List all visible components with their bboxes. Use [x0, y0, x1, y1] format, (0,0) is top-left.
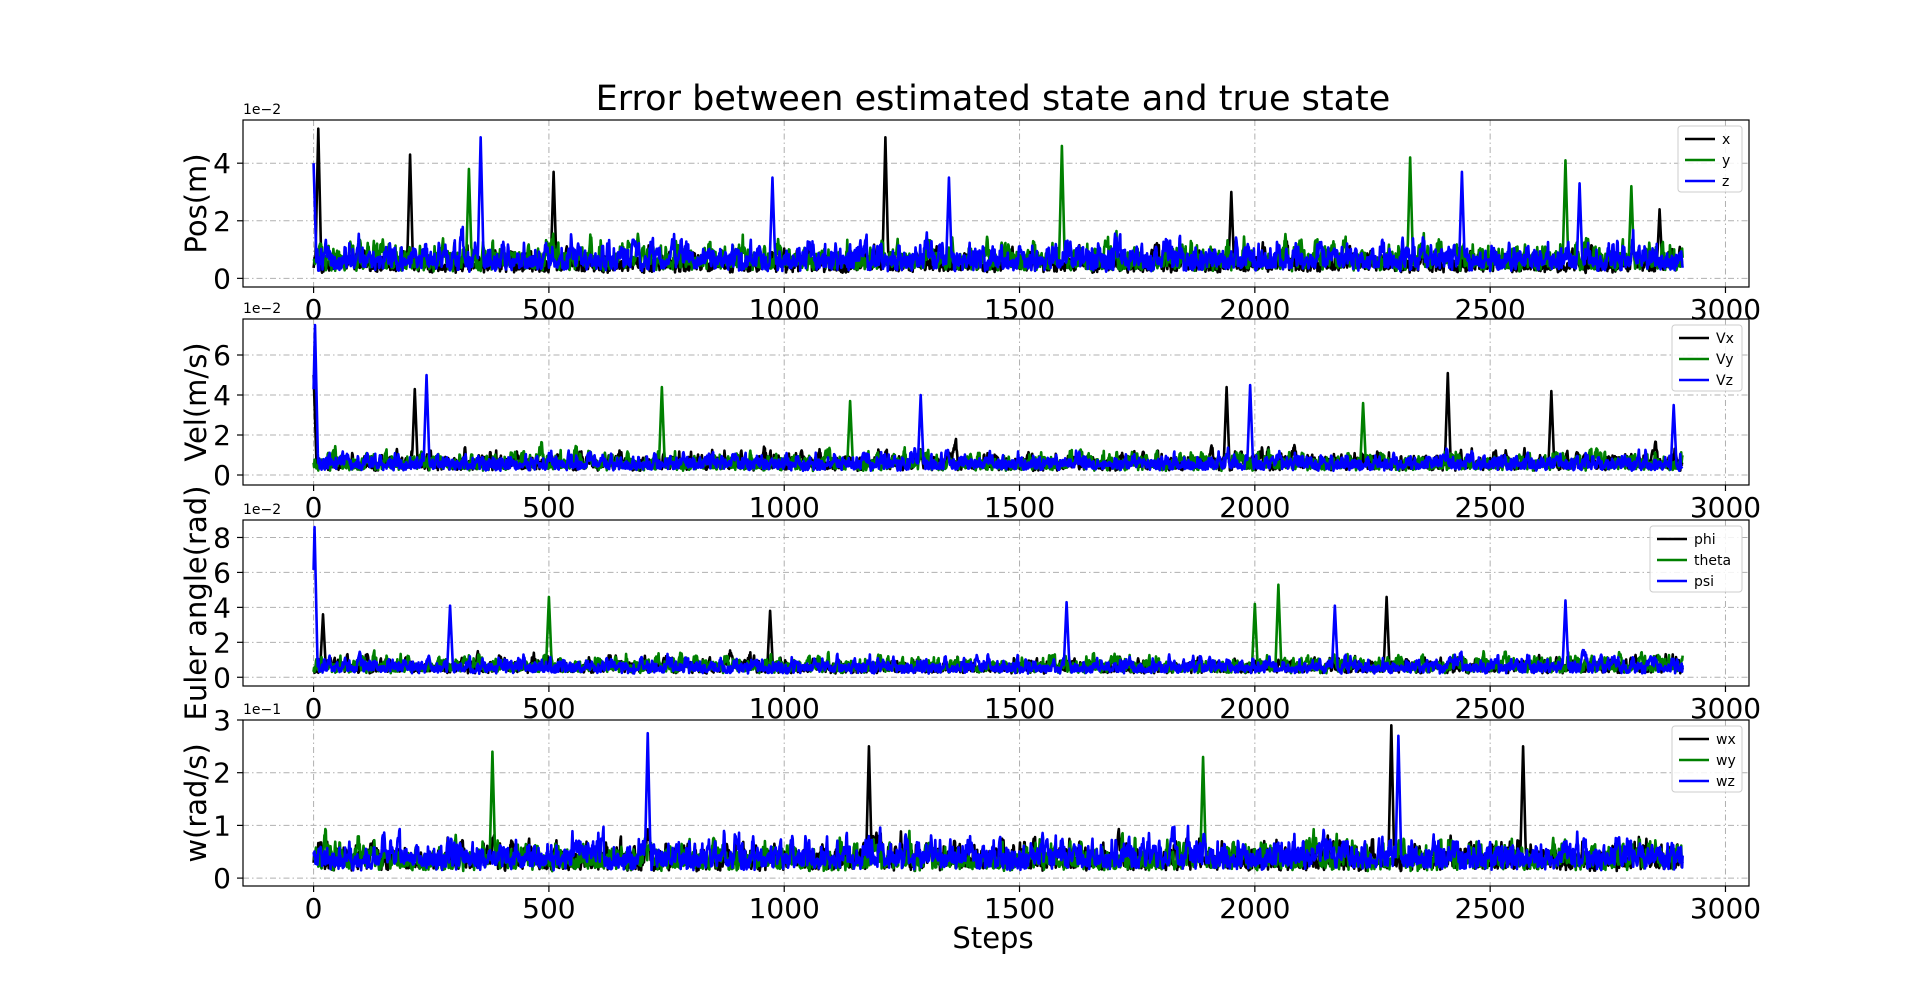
axes-frame	[242, 119, 1750, 288]
figure-title: Error between estimated state and true s…	[596, 79, 1391, 119]
y-tick-label: 6	[213, 339, 231, 372]
legend-label-Vy: Vy	[1716, 352, 1734, 368]
axes-frame	[242, 519, 1750, 687]
subplot-4: 0 500 1000 1500 2000 2500 3000 0 1 2 3 1e−1 w(rad/s)…	[179, 702, 1761, 925]
x-tick-label: 500	[522, 892, 575, 925]
y-tick-label: 0	[213, 661, 231, 694]
y-tick-label: 8	[213, 521, 231, 554]
legend: xyz	[1677, 125, 1743, 193]
legend-label-wy: wy	[1716, 753, 1736, 769]
legend-label-x: x	[1722, 132, 1730, 148]
y-tick-label: 1	[213, 809, 231, 842]
legend: Vx Vy Vz	[1671, 324, 1743, 392]
legend-box	[1649, 525, 1743, 593]
y-scale-offset: 1e−2	[243, 502, 281, 518]
x-axis-label: Steps	[952, 921, 1033, 955]
y-scale-offset: 1e−2	[243, 301, 281, 317]
y-tick-label: 0	[213, 262, 231, 295]
x-tick-label: 2000	[1219, 892, 1290, 925]
legend: wx wy wz	[1671, 725, 1743, 793]
y-tick-label: 2	[213, 419, 231, 452]
x-tick-label: 1000	[749, 491, 820, 524]
legend-label-psi: psi	[1694, 574, 1714, 590]
legend-label-wx: wx	[1716, 732, 1736, 748]
y-scale-offset: 1e−1	[243, 702, 281, 718]
y-tick-label: 2	[213, 626, 231, 659]
legend-label-Vz: Vz	[1716, 373, 1733, 389]
x-tick-label: 0	[305, 491, 323, 524]
y-tick-label: 2	[213, 205, 231, 238]
series-line-z	[312, 135, 1684, 274]
legend-label-phi: phi	[1694, 532, 1716, 548]
y-axis-label: Vel(m/s)	[179, 342, 213, 461]
y-axis-label: Euler angle(rad)	[179, 486, 213, 721]
y-tick-label: 2	[213, 757, 231, 790]
axes-frame	[242, 719, 1750, 887]
legend-label-wz: wz	[1716, 774, 1735, 790]
legend: phi theta psi	[1649, 525, 1743, 593]
x-tick-label: 2000	[1219, 491, 1290, 524]
series-line-wz	[312, 731, 1684, 872]
x-tick-label: 1000	[749, 892, 820, 925]
series-line-Vx	[312, 371, 1684, 473]
axes-frame	[242, 318, 1750, 486]
x-tick-label: 0	[305, 892, 323, 925]
legend-label-z: z	[1722, 174, 1729, 190]
x-tick-label: 3000	[1690, 892, 1761, 925]
x-tick-label: 1500	[984, 892, 1055, 925]
y-tick-label: 0	[213, 459, 231, 492]
series-line-Vz	[312, 323, 1684, 473]
legend-label-theta: theta	[1694, 553, 1731, 569]
series-line-y	[312, 144, 1684, 273]
y-scale-offset: 1e−2	[243, 102, 281, 118]
x-tick-label: 0	[305, 692, 323, 725]
subplots: 0 500 1000 1500 2000 2500 30000241e−2Pos(m)xyz…	[179, 102, 1761, 925]
y-tick-label: 4	[213, 147, 231, 180]
y-tick-label: 4	[213, 591, 231, 624]
x-tick-label: 500	[522, 491, 575, 524]
subplot-2: 0 500 1000 1500 2000 2500 3000 0 2 4 6 1e−2 Vel(m/s)…	[179, 301, 1761, 524]
legend-label-Vx: Vx	[1716, 331, 1734, 347]
x-tick-label: 2500	[1455, 491, 1526, 524]
x-tick-label: 0	[305, 293, 323, 326]
y-tick-label: 4	[213, 379, 231, 412]
x-tick-label: 3000	[1690, 491, 1761, 524]
y-tick-label: 3	[213, 704, 231, 737]
legend-label-y: y	[1722, 153, 1730, 169]
x-tick-label: 2500	[1455, 892, 1526, 925]
y-axis-label: Pos(m)	[179, 153, 213, 253]
y-tick-label: 6	[213, 556, 231, 589]
x-tick-label: 1500	[984, 491, 1055, 524]
y-tick-label: 0	[213, 862, 231, 895]
y-axis-label: w(rad/s)	[179, 743, 213, 862]
series-line-psi	[312, 525, 1684, 676]
